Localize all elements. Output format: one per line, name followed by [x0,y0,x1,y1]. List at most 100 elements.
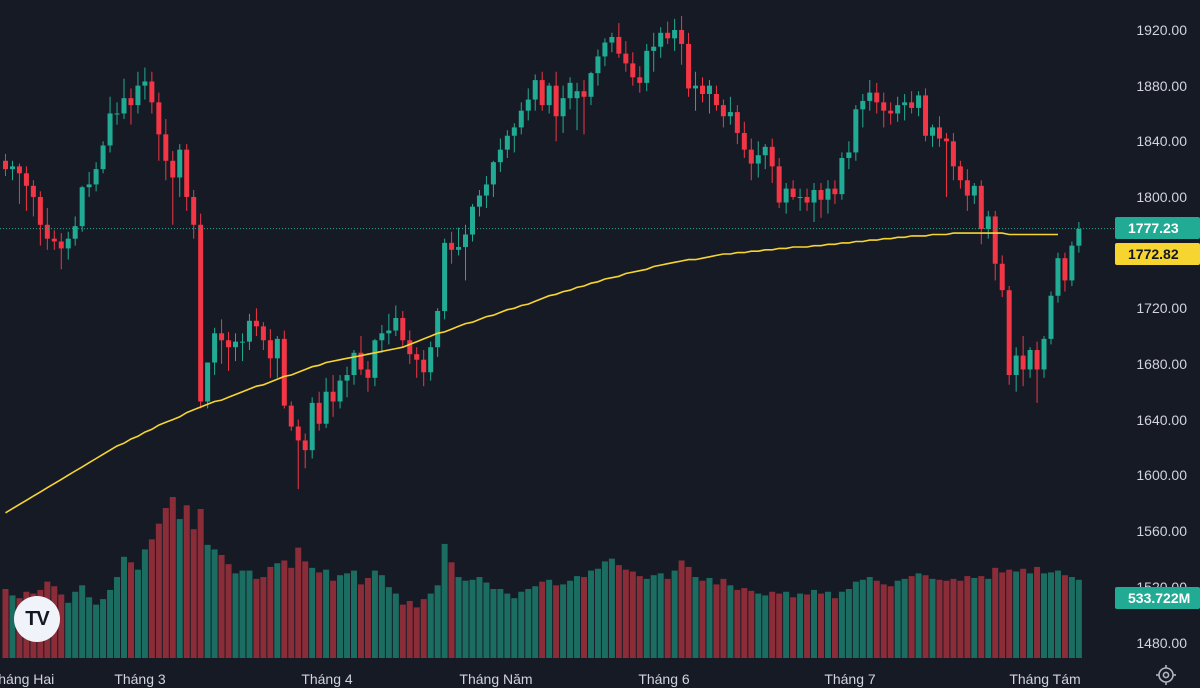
moving-average-badge: 1772.82 [1115,243,1200,265]
candlestick [476,190,482,217]
candle-body [825,188,831,200]
volume-bar [532,586,539,658]
candlestick [658,27,664,58]
volume-bar [797,593,804,658]
candlestick [637,66,643,93]
volume-bar [1054,570,1061,658]
candle-body [239,341,245,343]
candlestick [456,227,462,256]
candle-body [839,158,845,195]
candlestick [553,71,559,142]
candle-body [679,30,685,44]
candlestick [1041,336,1047,378]
candle-body [546,85,552,106]
volume-bar [685,566,692,658]
candle-body [881,102,887,111]
volume-bar [469,579,476,658]
moving-average-label: 1772.82 [1128,246,1179,262]
y-tick-label: 1480.00 [1136,635,1187,651]
candle-body [51,238,57,242]
candle-body [776,166,782,203]
volume-bar [713,584,720,658]
volume-bar [323,569,330,658]
candle-body [79,187,85,227]
candle-body [198,224,204,402]
candle-body [476,195,482,207]
y-tick-label: 1800.00 [1136,189,1187,205]
candlestick [79,185,85,232]
candle-body [595,56,601,74]
volume-bar [650,575,657,658]
volume-bar [246,570,253,658]
candlestick [546,82,552,114]
candle-body [135,85,141,106]
x-tick-label: Tháng 6 [638,671,690,687]
volume-bar [518,591,525,658]
volume-bar [378,575,385,658]
volume-bar [817,593,824,658]
volume-bar [1034,566,1041,658]
candle-body [37,196,43,225]
volume-bar [225,564,232,658]
tradingview-logo[interactable]: TV [14,596,60,642]
candle-body [365,369,371,378]
candlestick [797,188,803,211]
candlestick [651,32,657,72]
volume-bar [58,594,65,658]
candle-body [281,338,287,406]
candle-body [818,190,824,200]
candlestick [233,333,239,362]
volume-badge: 533.722M [1115,587,1200,609]
candle-body [769,146,775,167]
candlestick [846,141,852,170]
time-axis[interactable]: Tháng Hai Tháng 3 Tháng 4 Tháng Năm Thán… [0,671,1081,687]
candle-body [400,318,406,341]
candle-body [9,166,15,170]
volume-bar [546,579,553,658]
candlestick [323,377,329,428]
volume-bar [399,604,406,658]
volume-bar [176,519,183,658]
candlestick [860,94,866,128]
candlestick [239,333,245,362]
candlestick [1013,347,1019,392]
volume-bar [155,523,162,658]
candlestick [198,213,204,409]
candlestick [734,105,740,145]
volume-bar [755,593,762,658]
candlestick [65,231,71,260]
candle-body [1048,295,1054,339]
x-tick-label: Tháng Hai [0,671,54,687]
candle-body [992,216,998,264]
candlestick [609,32,615,53]
x-tick-label: Tháng Tám [1009,671,1080,687]
volume-bar [357,584,364,658]
candlestick [44,208,50,250]
candle-body [560,98,566,117]
candlestick [337,375,343,409]
volume-bar [86,597,93,658]
volume-label: 533.722M [1128,590,1190,606]
candlestick [525,88,531,121]
volume-bar [601,561,608,658]
candle-body [860,100,866,110]
candle-body [930,127,936,136]
candlestick [344,366,350,398]
volume-bar [490,589,497,658]
gear-icon[interactable] [1155,664,1177,686]
candle-body [693,85,699,89]
volume-bar [776,593,783,658]
volume-bar [678,560,685,658]
candlestick [518,102,524,135]
candlestick [483,176,489,209]
candlestick [330,375,336,417]
candlestick [936,116,942,147]
candlestick [86,171,92,197]
candle-body [435,311,441,348]
candle-body [246,320,252,342]
candlestick [260,322,266,350]
volume-bar [873,580,880,658]
candle-body [964,180,970,196]
candle-body [936,127,942,139]
volume-bar [260,577,267,658]
